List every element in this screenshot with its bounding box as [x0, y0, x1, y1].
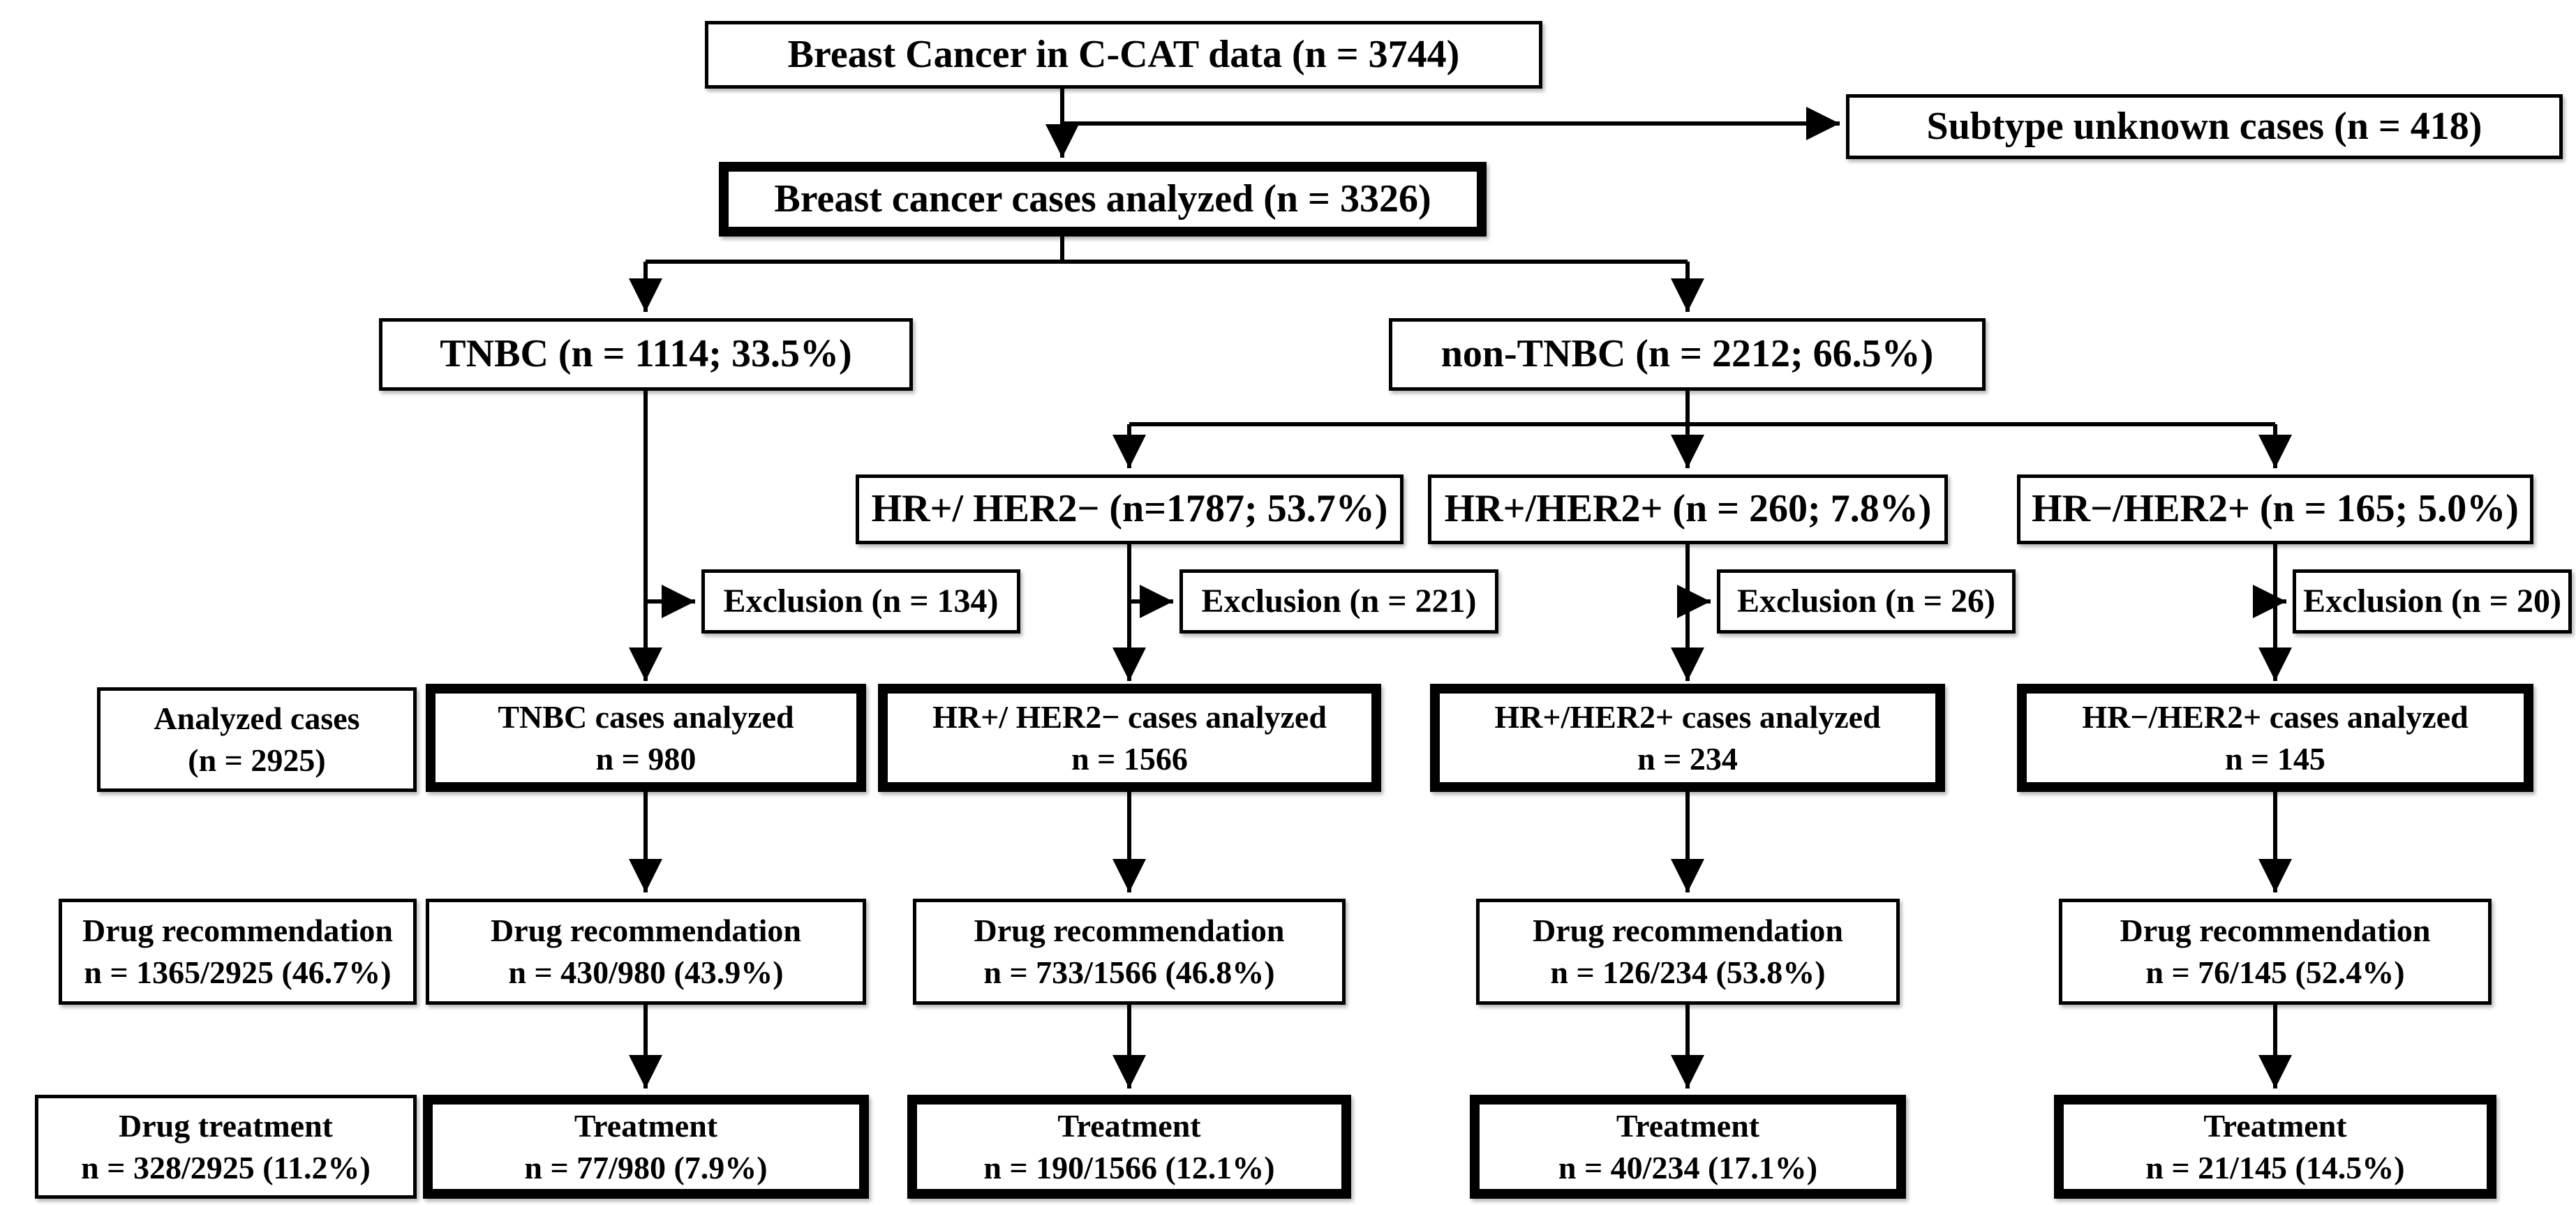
label-line2: n = 1365/2925 (46.7%)	[84, 955, 392, 990]
label-line1: Treatment	[574, 1107, 718, 1144]
hr-pos-her2-pos-treatment-box: Treatment n = 40/234 (17.1%)	[1470, 1095, 1906, 1199]
hr-pos-her2-neg-box: HR+/ HER2− (n=1787; 53.7%)	[856, 474, 1404, 544]
hr-pos-her2-pos-box: HR+/HER2+ (n = 260; 7.8%)	[1428, 474, 1948, 544]
label-line2: n = 21/145 (14.5%)	[2145, 1149, 2405, 1185]
label-line2: n = 980	[595, 740, 697, 777]
non-tnbc-box: non-TNBC (n = 2212; 66.5%)	[1389, 318, 1986, 391]
root-box: Breast Cancer in C-CAT data (n = 3744)	[705, 21, 1542, 89]
tnbc-exclusion-box: Exclusion (n = 134)	[701, 569, 1020, 634]
tnbc-drug-recommendation-box: Drug recommendation n = 430/980 (43.9%)	[426, 899, 866, 1005]
label-line1: Treatment	[1616, 1107, 1760, 1144]
label-line1: Drug treatment	[119, 1107, 333, 1144]
hr-pos-her2-neg-treatment-box: Treatment n = 190/1566 (12.1%)	[907, 1095, 1351, 1199]
hr-pos-her2-pos-analyzed-box: HR+/HER2+ cases analyzed n = 234	[1430, 684, 1945, 792]
label-line1: Drug recommendation	[974, 913, 1285, 949]
label-line2: n = 430/980 (43.9%)	[508, 955, 784, 990]
label-line2: n = 234	[1637, 740, 1738, 777]
hr-pos-her2-neg-exclusion-box: Exclusion (n = 221)	[1179, 569, 1498, 634]
label-line2: n = 76/145 (52.4%)	[2145, 955, 2405, 990]
label-line1: Drug recommendation	[82, 913, 394, 949]
label-line2: n = 77/980 (7.9%)	[524, 1149, 768, 1185]
label-line1: Drug recommendation	[490, 913, 802, 949]
subtype-unknown-box: Subtype unknown cases (n = 418)	[1846, 94, 2563, 159]
tnbc-analyzed-box: TNBC cases analyzed n = 980	[426, 684, 866, 792]
hr-neg-her2-pos-analyzed-box: HR−/HER2+ cases analyzed n = 145	[2017, 684, 2533, 792]
label-line1: HR−/HER2+ cases analyzed	[2082, 698, 2469, 735]
label-line2: (n = 2925)	[188, 742, 326, 778]
hr-pos-her2-neg-drug-recommendation-box: Drug recommendation n = 733/1566 (46.8%)	[913, 899, 1346, 1005]
hr-neg-her2-pos-exclusion-box: Exclusion (n = 20)	[2293, 569, 2572, 634]
label-line1: HR+/ HER2− cases analyzed	[932, 698, 1327, 735]
label-line1: Drug recommendation	[2120, 913, 2431, 949]
tnbc-box: TNBC (n = 1114; 33.5%)	[379, 318, 913, 391]
label-line2: n = 733/1566 (46.8%)	[983, 955, 1275, 990]
label-line2: n = 40/234 (17.1%)	[1558, 1149, 1818, 1185]
label-line1: Treatment	[1057, 1107, 1201, 1144]
label-line2: n = 145	[2225, 740, 2325, 777]
totals-drug-recommendation-box: Drug recommendation n = 1365/2925 (46.7%…	[59, 899, 417, 1005]
label-line2: n = 190/1566 (12.1%)	[983, 1149, 1275, 1185]
hr-pos-her2-pos-exclusion-box: Exclusion (n = 26)	[1717, 569, 2016, 634]
label-line1: Analyzed cases	[154, 701, 360, 737]
label-line2: n = 1566	[1071, 740, 1188, 777]
label-line1: Treatment	[2203, 1107, 2347, 1144]
label-line2: n = 126/234 (53.8%)	[1550, 955, 1826, 990]
label-line1: Drug recommendation	[1532, 913, 1844, 949]
hr-pos-her2-pos-drug-recommendation-box: Drug recommendation n = 126/234 (53.8%)	[1476, 899, 1900, 1005]
label-line1: HR+/HER2+ cases analyzed	[1494, 698, 1881, 735]
hr-neg-her2-pos-box: HR−/HER2+ (n = 165; 5.0%)	[2017, 474, 2533, 544]
hr-neg-her2-pos-drug-recommendation-box: Drug recommendation n = 76/145 (52.4%)	[2059, 899, 2492, 1005]
hr-pos-her2-neg-analyzed-box: HR+/ HER2− cases analyzed n = 1566	[878, 684, 1381, 792]
label-line2: n = 328/2925 (11.2%)	[81, 1149, 371, 1185]
totals-treatment-box: Drug treatment n = 328/2925 (11.2%)	[35, 1095, 417, 1199]
analyzed-total-box: Breast cancer cases analyzed (n = 3326)	[719, 162, 1487, 237]
totals-analyzed-box: Analyzed cases (n = 2925)	[97, 687, 417, 792]
label-line1: TNBC cases analyzed	[498, 698, 794, 735]
hr-neg-her2-pos-treatment-box: Treatment n = 21/145 (14.5%)	[2054, 1095, 2496, 1199]
tnbc-treatment-box: Treatment n = 77/980 (7.9%)	[423, 1095, 869, 1199]
